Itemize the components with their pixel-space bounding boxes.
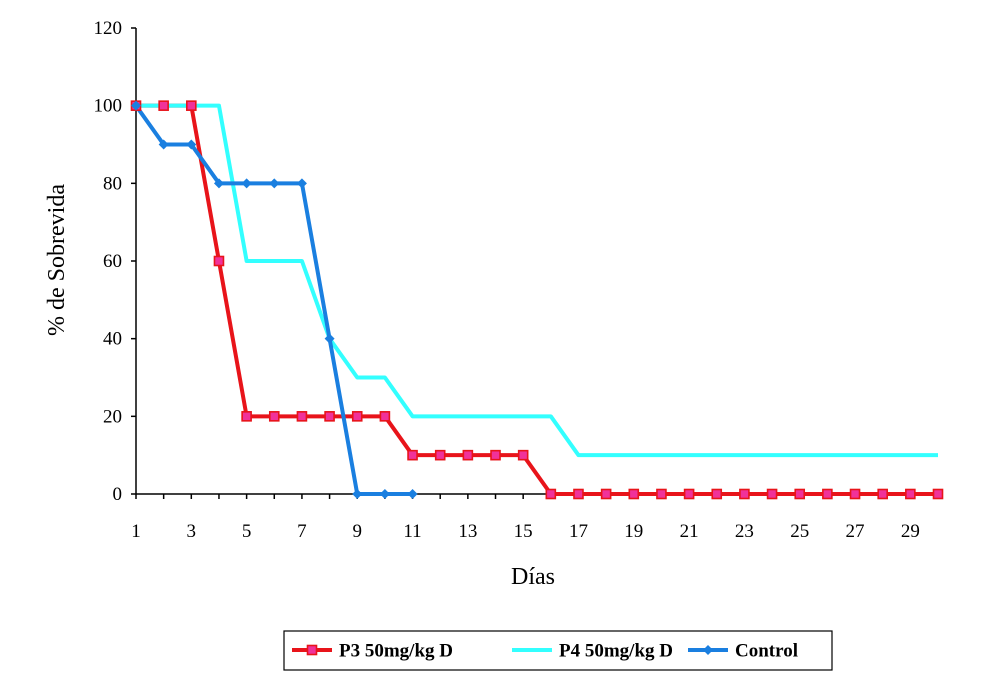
data-point-series-1	[296, 411, 308, 422]
y-axis-title: % de Sobrevida	[44, 184, 70, 336]
data-point-series-1	[158, 100, 169, 111]
data-point-series-1	[213, 255, 225, 267]
x-tick-label: 23	[735, 521, 754, 542]
legend: P3 50mg/kg D P4 50mg/kg D Control	[283, 630, 833, 671]
data-point-series-1	[932, 488, 944, 500]
data-point-series-1	[905, 488, 916, 500]
data-point-series-3	[186, 139, 197, 150]
x-tick-label: 1	[131, 521, 141, 542]
data-point-series-3	[241, 178, 252, 189]
data-point-series-1	[241, 411, 252, 422]
series-line-2	[136, 103, 938, 458]
y-tick-label: 120	[94, 18, 123, 39]
y-tick-label: 60	[103, 251, 122, 272]
series-line-1	[136, 103, 938, 496]
y-ticks: 0 20 40 60 80 100 120	[94, 18, 136, 505]
legend-label-2: P4 50mg/kg D	[559, 641, 673, 662]
data-point-series-3	[131, 100, 141, 111]
legend-label-3: Control	[735, 641, 798, 662]
series-line-3	[134, 104, 413, 496]
data-point-series-3	[158, 139, 169, 150]
data-point-series-1	[186, 100, 197, 111]
x-tick-label: 17	[569, 521, 588, 542]
x-tick-label: 25	[790, 521, 809, 542]
data-point-series-1	[490, 449, 501, 461]
x-tick-label: 15	[514, 521, 533, 542]
data-point-series-3	[352, 489, 363, 499]
series-lines	[134, 103, 938, 496]
y-tick-label: 40	[103, 329, 122, 350]
x-tick-label: 29	[901, 521, 920, 542]
data-point-series-1	[351, 411, 363, 422]
data-point-series-1	[324, 411, 335, 422]
x-axis-title: Días	[511, 564, 555, 590]
data-point-series-1	[407, 449, 418, 461]
legend-box	[283, 630, 833, 671]
legend-marker-3	[703, 645, 713, 655]
data-point-series-1	[822, 488, 833, 500]
x-ticks: 1 3 5 7 9 11 13 15 17 19 21 23 25 27 29	[131, 494, 939, 542]
data-point-series-1	[379, 411, 391, 422]
x-tick-label: 27	[846, 521, 865, 542]
data-point-series-3	[296, 178, 307, 189]
data-point-series-1	[711, 488, 723, 500]
data-point-series-3	[407, 489, 418, 499]
data-point-series-1	[545, 488, 557, 500]
data-point-series-1	[573, 488, 584, 500]
series-markers	[130, 100, 944, 500]
x-tick-label: 5	[242, 521, 252, 542]
data-point-series-1	[849, 488, 861, 500]
data-point-series-1	[600, 488, 612, 500]
y-tick-label: 100	[94, 96, 123, 117]
data-point-series-1	[517, 449, 529, 461]
data-point-series-1	[877, 488, 888, 500]
data-point-series-1	[683, 488, 695, 500]
x-tick-label: 3	[187, 521, 197, 542]
data-point-series-1	[739, 488, 750, 500]
data-point-series-3	[379, 489, 390, 499]
y-tick-label: 80	[103, 173, 122, 194]
x-tick-label: 9	[352, 521, 362, 542]
y-tick-label: 20	[103, 406, 122, 427]
legend-label-1: P3 50mg/kg D	[339, 641, 453, 662]
legend-marker-1	[306, 644, 318, 656]
x-tick-label: 21	[680, 521, 699, 542]
y-tick-label: 0	[113, 484, 123, 505]
data-point-series-1	[434, 449, 446, 461]
data-point-series-1	[766, 488, 778, 500]
data-point-series-3	[324, 333, 335, 344]
x-tick-label: 7	[297, 521, 307, 542]
data-point-series-1	[656, 488, 667, 500]
data-point-series-1	[628, 488, 640, 500]
x-tick-label: 13	[458, 521, 477, 542]
x-tick-label: 11	[403, 521, 421, 542]
data-point-series-3	[269, 178, 280, 189]
data-point-series-3	[213, 178, 224, 189]
data-point-series-1	[794, 488, 806, 500]
data-point-series-1	[462, 449, 474, 461]
data-point-series-1	[268, 411, 280, 422]
x-tick-label: 19	[624, 521, 643, 542]
